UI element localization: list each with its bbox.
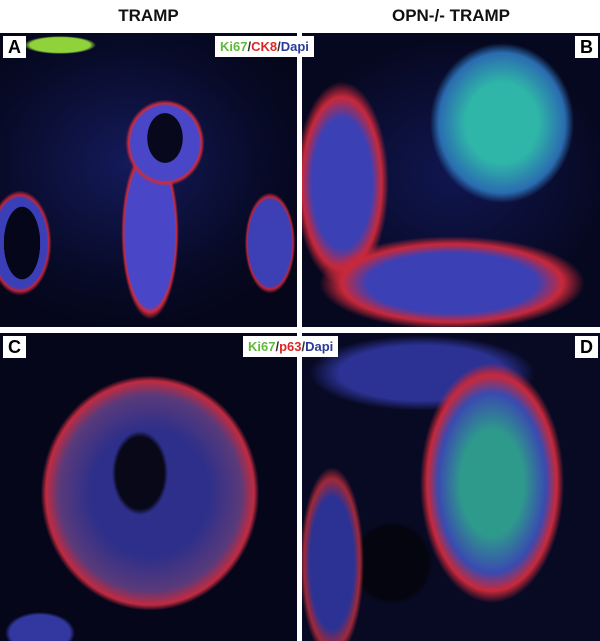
legend-separator: /	[301, 339, 306, 354]
panel-c-image	[0, 333, 297, 641]
stain-legend-top: Ki67/CK8/Dapi	[215, 36, 314, 57]
legend-ki67: Ki67	[220, 39, 248, 54]
panel-label-c: C	[3, 336, 26, 358]
legend-ki67: Ki67	[248, 339, 276, 354]
stain-legend-bottom: Ki67/p63/Dapi	[243, 336, 339, 357]
panel-b-image	[302, 33, 600, 327]
legend-dapi: Dapi	[305, 339, 334, 354]
column-title-tramp: TRAMP	[118, 6, 179, 25]
panel-label-a: A	[3, 36, 26, 58]
legend-separator: /	[247, 39, 252, 54]
panel-label-b: B	[575, 36, 598, 58]
panel-label-d: D	[575, 336, 598, 358]
panel-a-image	[0, 33, 297, 327]
legend-separator: /	[277, 39, 281, 54]
legend-dapi: Dapi	[280, 39, 309, 54]
legend-ck8: CK8	[251, 39, 278, 54]
legend-separator: /	[275, 339, 280, 354]
panel-d-image	[302, 333, 600, 641]
legend-p63: p63	[279, 339, 302, 354]
column-title-opn-tramp: OPN-/- TRAMP	[391, 6, 511, 25]
